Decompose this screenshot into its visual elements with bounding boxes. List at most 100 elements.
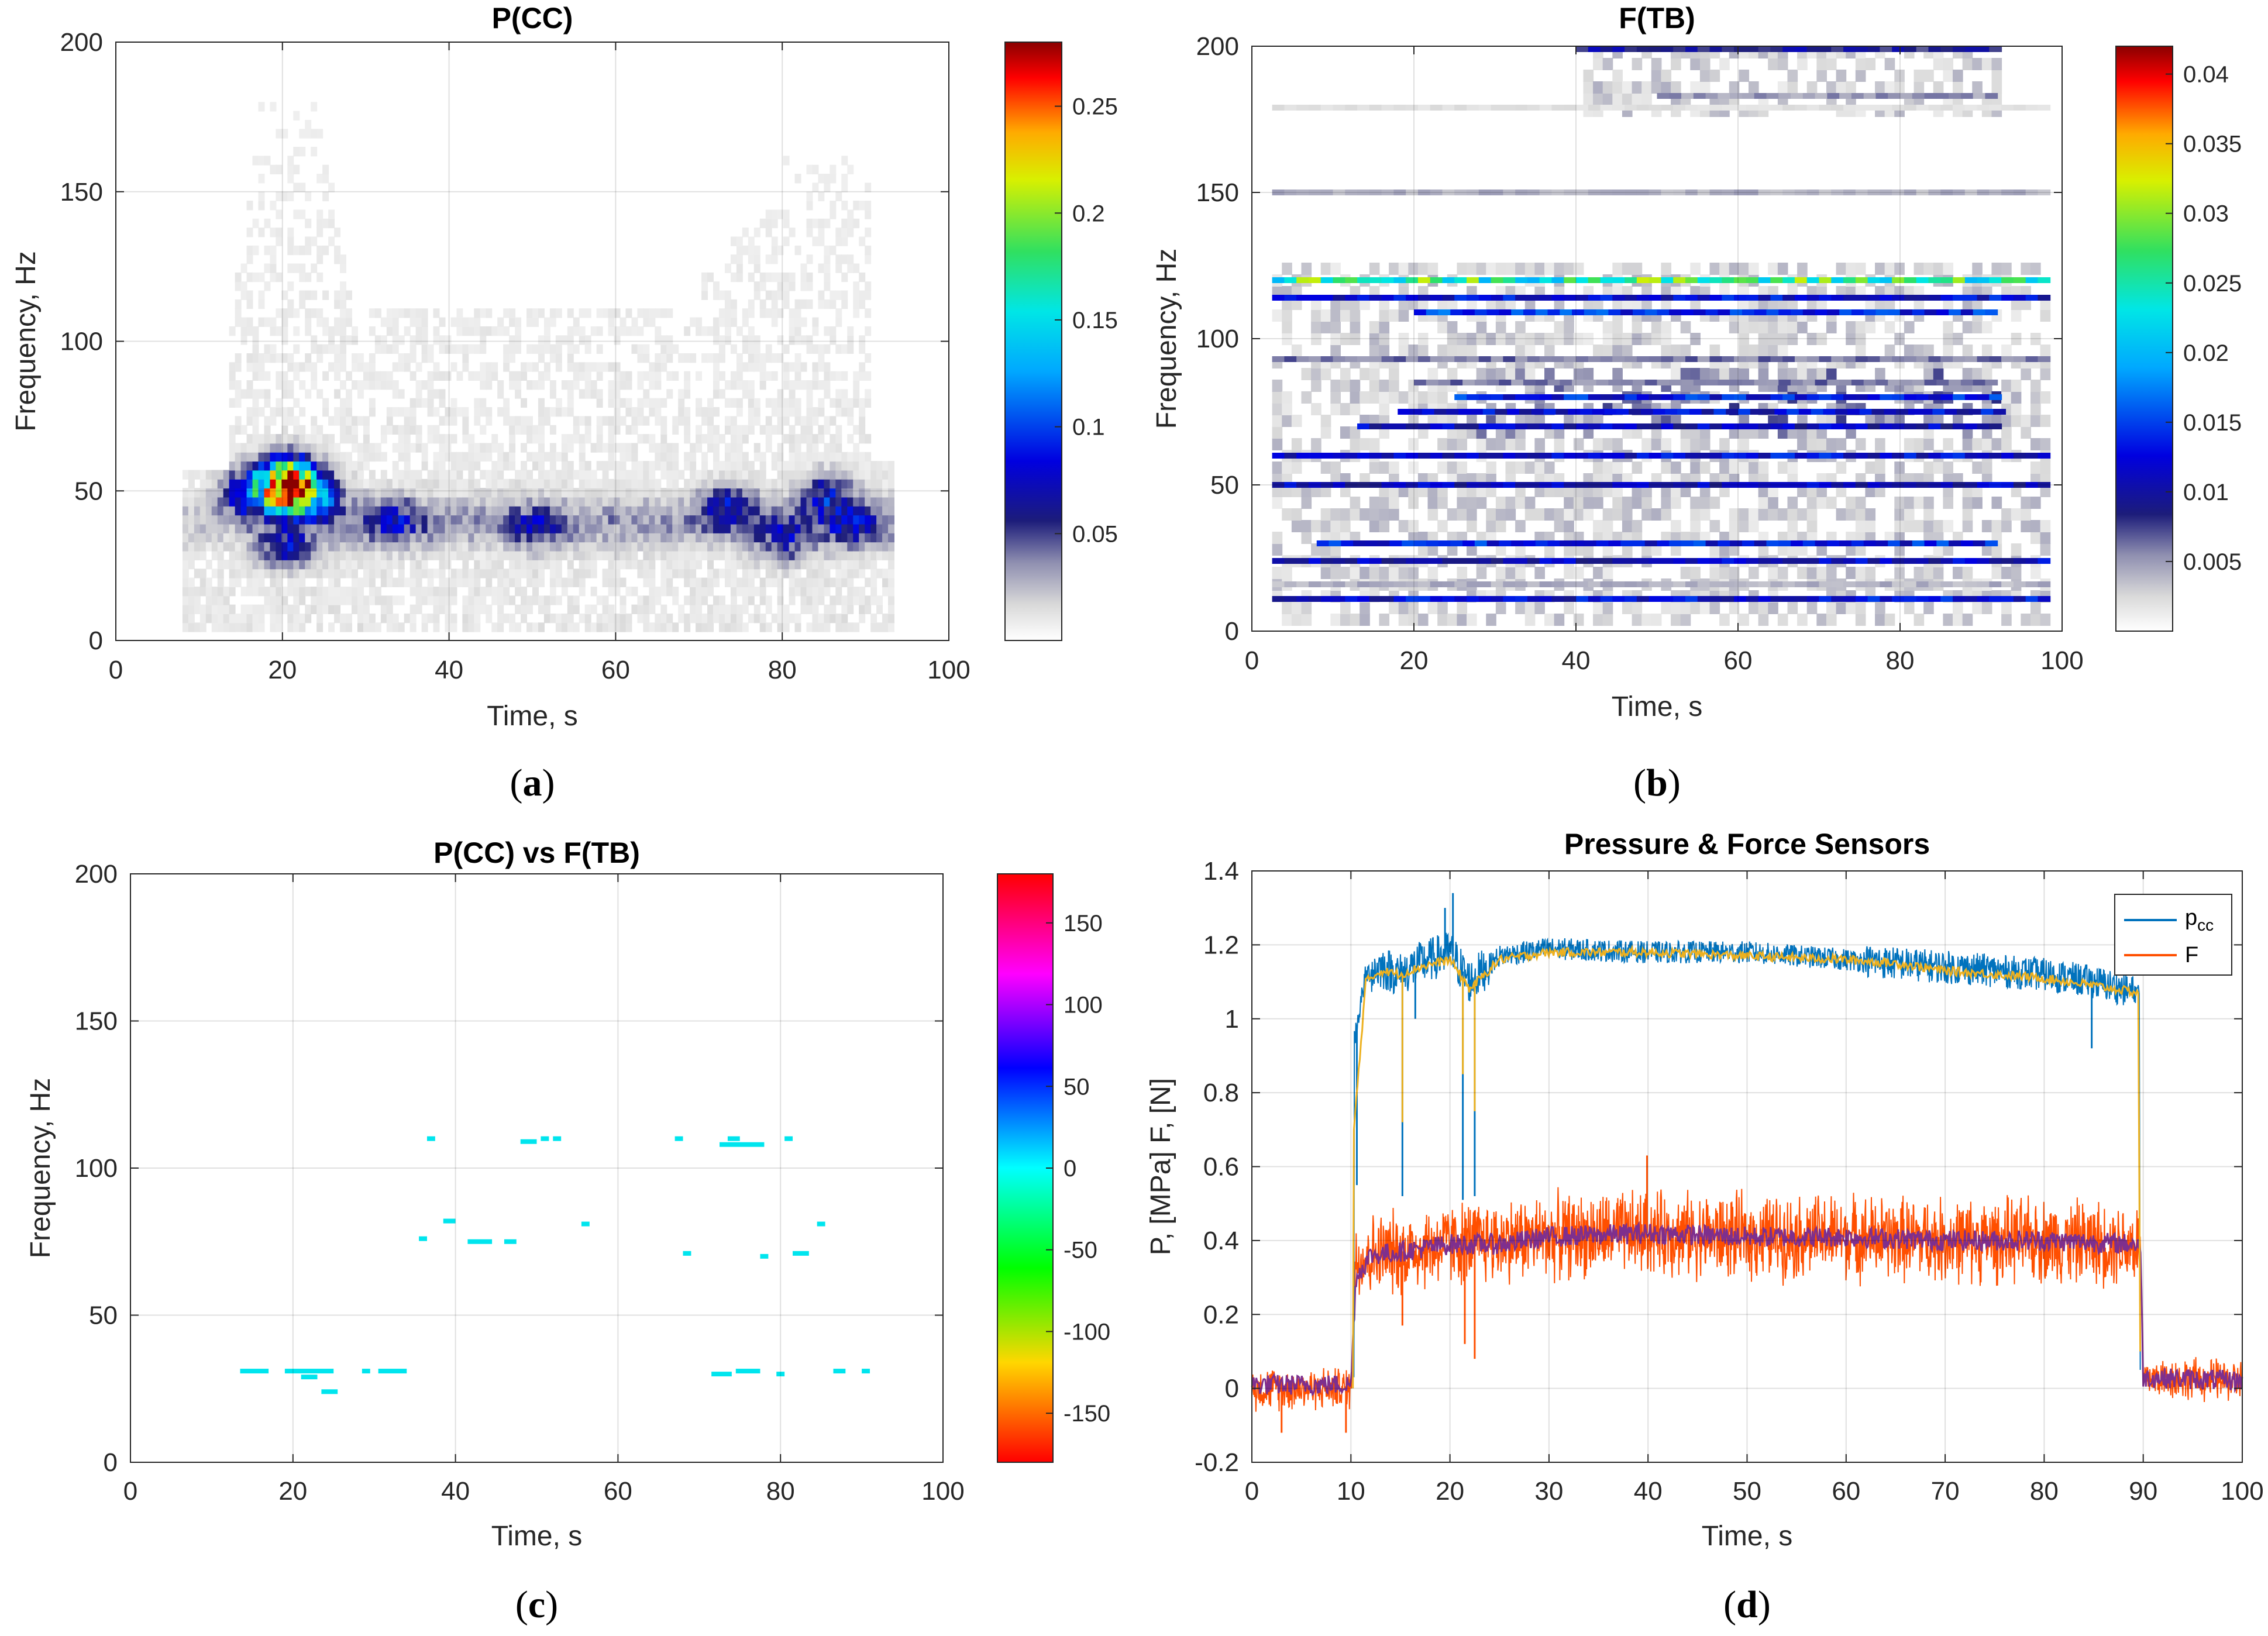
heatmap-cell xyxy=(1758,614,1769,626)
heatmap-cell xyxy=(526,577,533,587)
heatmap-cell xyxy=(753,613,760,624)
heatmap-cell xyxy=(555,613,562,624)
heatmap-cell xyxy=(235,542,242,552)
heatmap-cell xyxy=(1923,263,1934,275)
heatmap-cell xyxy=(1524,614,1536,626)
heatmap-cell xyxy=(258,532,265,543)
heatmap-cell xyxy=(614,586,621,597)
heatmap-cell xyxy=(240,586,247,597)
heatmap-cell xyxy=(357,362,364,372)
heatmap-cell xyxy=(374,532,381,543)
heatmap-cell xyxy=(281,335,288,345)
heatmap-cell xyxy=(1564,263,1574,275)
heatmap-cell xyxy=(270,542,277,552)
heatmap-cell xyxy=(865,281,872,291)
heatmap-cell xyxy=(398,523,405,533)
heatmap-cell xyxy=(334,290,341,300)
heatmap-cell xyxy=(340,344,347,354)
heatmap-cell xyxy=(491,443,498,453)
heatmap-cell xyxy=(380,434,387,444)
heatmap-cell xyxy=(806,461,813,471)
heatmap-cell xyxy=(532,452,539,462)
heatmap-cell xyxy=(1690,298,1701,310)
heatmap-cell xyxy=(194,542,201,552)
heatmap-cell xyxy=(229,443,236,453)
heatmap-cell xyxy=(468,443,475,453)
heatmap-cell xyxy=(1340,309,1351,322)
heatmap-cell xyxy=(305,362,312,372)
heatmap-cell xyxy=(322,542,329,552)
heatmap-cell xyxy=(468,604,475,614)
heatmap-cell xyxy=(1680,426,1691,439)
heatmap-cell xyxy=(696,317,703,327)
heatmap-cell xyxy=(223,613,230,624)
heatmap-cell xyxy=(1330,403,1341,415)
heatmap-cell xyxy=(281,586,288,597)
y-tick-label: 100 xyxy=(60,328,103,356)
heatmap-cell xyxy=(713,371,720,381)
heatmap-cell xyxy=(777,425,784,435)
heatmap-cell xyxy=(736,371,743,381)
heatmap-cell xyxy=(409,407,417,417)
heatmap-cell xyxy=(374,497,381,507)
heatmap-cell xyxy=(252,398,259,408)
heatmap-cell xyxy=(730,434,737,444)
heatmap-cell xyxy=(194,550,201,560)
heatmap-cell xyxy=(217,478,224,489)
heatmap-cell xyxy=(1573,497,1584,509)
heatmap-cell xyxy=(509,550,516,560)
heatmap-cell xyxy=(718,515,725,525)
heatmap-cell xyxy=(264,470,271,480)
frequency-band xyxy=(1527,581,1540,587)
heatmap-cell xyxy=(561,380,568,390)
heatmap-cell xyxy=(532,488,539,498)
heatmap-cell xyxy=(1447,543,1458,556)
heatmap-cell xyxy=(456,371,463,381)
heatmap-cell xyxy=(1291,438,1302,450)
heatmap-cell xyxy=(753,228,760,237)
heatmap-cell xyxy=(480,326,487,336)
heatmap-cell xyxy=(328,542,335,552)
heatmap-cell xyxy=(2030,461,2041,474)
heatmap-cell xyxy=(392,577,399,587)
heatmap-cell xyxy=(1777,81,1788,94)
heatmap-cell xyxy=(246,488,253,498)
heatmap-cell xyxy=(730,452,737,462)
heatmap-cell xyxy=(777,622,784,632)
heatmap-cell xyxy=(1758,321,1769,333)
heatmap-cell xyxy=(380,497,387,507)
heatmap-cell xyxy=(357,488,364,498)
heatmap-cell xyxy=(532,523,539,533)
heatmap-cell xyxy=(573,595,580,605)
heatmap-cell xyxy=(584,569,591,578)
heatmap-cell xyxy=(194,595,201,605)
heatmap-cell xyxy=(1894,461,1905,474)
heatmap-cell xyxy=(742,497,749,507)
heatmap-cell xyxy=(194,470,201,480)
heatmap-cell xyxy=(240,497,247,507)
heatmap-cell xyxy=(555,532,562,543)
heatmap-cell xyxy=(357,523,364,533)
heatmap-cell xyxy=(561,335,568,345)
heatmap-cell xyxy=(806,595,813,605)
heatmap-cell xyxy=(240,326,247,336)
heatmap-cell xyxy=(281,595,288,605)
heatmap-cell xyxy=(672,461,679,471)
heatmap-cell xyxy=(771,254,778,264)
heatmap-cell xyxy=(765,559,772,570)
heatmap-cell xyxy=(841,461,848,471)
heatmap-cell xyxy=(841,497,848,507)
heatmap-cell xyxy=(602,550,609,560)
heatmap-cell xyxy=(678,542,685,552)
heatmap-cell xyxy=(1515,368,1526,380)
heatmap-cell xyxy=(1816,438,1827,450)
heatmap-cell xyxy=(1379,403,1390,415)
heatmap-cell xyxy=(1933,368,1944,380)
heatmap-cell xyxy=(538,604,545,614)
heatmap-cell xyxy=(579,443,586,453)
heatmap-cell xyxy=(1350,391,1361,404)
heatmap-cell xyxy=(701,505,708,516)
heatmap-cell xyxy=(614,532,621,543)
heatmap-cell xyxy=(398,497,405,507)
heatmap-cell xyxy=(235,425,242,435)
